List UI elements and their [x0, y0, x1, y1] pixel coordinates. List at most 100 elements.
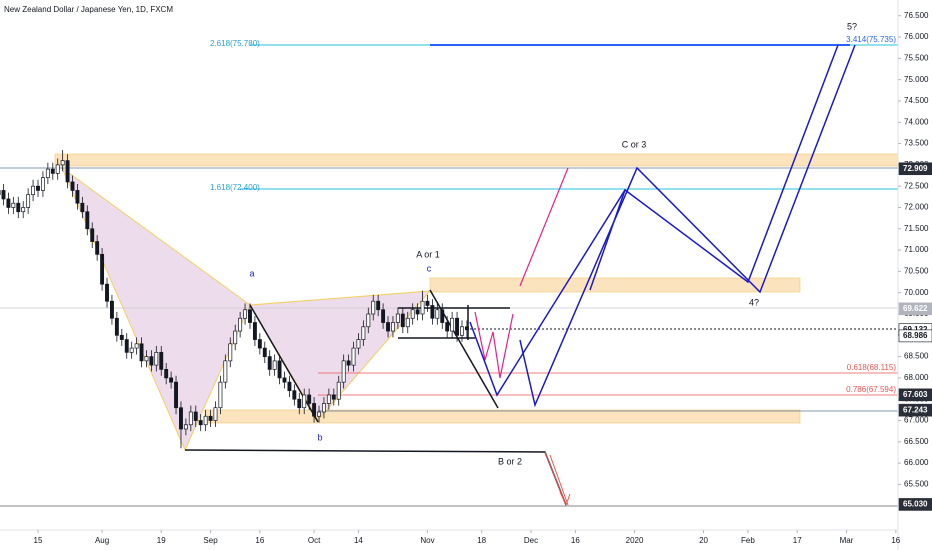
candle-body	[292, 390, 297, 400]
y-tick-label: 75.500	[904, 53, 929, 62]
wave-path	[474, 311, 514, 379]
y-tick-label: 72.500	[904, 181, 929, 190]
candle-body	[336, 381, 341, 400]
fib-label: 0.618(68.115)	[847, 363, 897, 372]
price-label-box	[898, 162, 932, 176]
candle-body	[450, 317, 455, 332]
x-tick-label: Dec	[524, 536, 538, 545]
price-label-box	[898, 302, 932, 316]
wave-label: b	[317, 432, 322, 442]
candle-body	[80, 202, 85, 213]
candle-body	[124, 339, 129, 353]
candle-body	[464, 326, 469, 331]
candle-body	[188, 411, 193, 426]
candle-body	[100, 253, 105, 285]
candle-body	[386, 322, 390, 332]
y-tick-label: 67.000	[904, 416, 929, 425]
candle-body	[144, 356, 149, 362]
candle-body	[213, 407, 218, 421]
price-label-box	[898, 388, 932, 402]
x-tick-label: Feb	[741, 536, 755, 545]
candle-body	[272, 360, 277, 370]
candle-body	[228, 343, 233, 362]
candle-body	[361, 326, 366, 340]
candle-body	[134, 343, 139, 349]
y-tick-label: 74.500	[904, 96, 929, 105]
price-label: 67.243	[903, 405, 928, 414]
candle-body	[252, 322, 257, 340]
candle-body	[95, 241, 100, 255]
candle-body	[6, 198, 11, 208]
candle-body	[287, 381, 292, 392]
candle-body	[277, 360, 282, 379]
y-tick-label: 73.500	[904, 139, 929, 148]
candle-body	[297, 398, 302, 409]
y-tick-label: 70.500	[904, 267, 929, 276]
price-label-box	[898, 403, 932, 417]
candle-body	[26, 194, 31, 208]
x-tick-label: Nov	[420, 536, 434, 545]
price-label: 67.603	[903, 390, 928, 399]
candle-body	[65, 160, 70, 183]
candle-body	[90, 228, 95, 242]
fib-label: 1.618(72.400)	[210, 183, 260, 192]
candle-body	[395, 313, 400, 323]
x-tick-label: 16	[571, 536, 580, 545]
candle-body	[183, 424, 188, 430]
pattern	[60, 166, 251, 452]
candle-body	[21, 207, 26, 213]
candle-body	[203, 415, 208, 426]
wave-label: C or 3	[622, 139, 647, 149]
drawings	[0, 44, 898, 507]
candle-body	[36, 185, 40, 191]
price-label: 68.986	[903, 331, 928, 340]
candle-body	[415, 309, 420, 315]
wave-label: 5?	[847, 21, 857, 31]
candle-body	[248, 309, 252, 323]
candle-body	[1, 190, 6, 200]
candle-body	[31, 185, 36, 196]
chart-title: New Zealand Dollar / Japanese Yen, 1D, F…	[4, 5, 173, 14]
candle-body	[282, 377, 287, 383]
y-tick-label: 75.000	[904, 75, 929, 84]
candle-body	[208, 415, 213, 421]
candle-body	[257, 339, 262, 349]
candle-body	[321, 403, 326, 413]
y-tick-label: 71.500	[904, 224, 929, 233]
candle-body	[420, 300, 425, 315]
wave-label: a	[249, 268, 254, 278]
x-tick-label: Oct	[308, 536, 321, 545]
candle-body	[341, 360, 346, 383]
wave-path	[469, 44, 839, 397]
candle-body	[460, 326, 464, 336]
y-tick-label: 66.000	[904, 458, 929, 467]
candle-body	[381, 309, 386, 323]
candle-body	[371, 300, 376, 315]
candle-body	[164, 369, 169, 379]
y-tick-label: 72.000	[904, 203, 929, 212]
candle-body	[193, 411, 198, 421]
x-tick-label: 17	[793, 536, 802, 545]
arrow	[544, 451, 571, 507]
candle-body	[302, 394, 307, 409]
y-tick-label: 70.000	[904, 288, 929, 297]
price-label-box	[898, 498, 932, 511]
candle-body	[430, 305, 435, 319]
candle-body	[267, 356, 272, 370]
wave-path	[519, 44, 856, 408]
x-tick-label: 2020	[626, 536, 644, 545]
price-label-box	[898, 329, 932, 343]
x-tick-label: Sep	[203, 536, 218, 545]
fib-label: 3.414(75.735)	[846, 35, 896, 44]
x-tick-label: Mar	[840, 536, 854, 545]
wave-label: 4?	[749, 297, 759, 307]
candle-body	[391, 322, 395, 332]
candle-body	[154, 351, 159, 366]
candle-body	[312, 403, 317, 417]
y-tick-label: 66.500	[904, 437, 929, 446]
candle-body	[55, 164, 60, 174]
y-tick-label: 76.500	[904, 11, 929, 20]
candle-body	[410, 309, 415, 319]
trend-line	[249, 304, 319, 423]
